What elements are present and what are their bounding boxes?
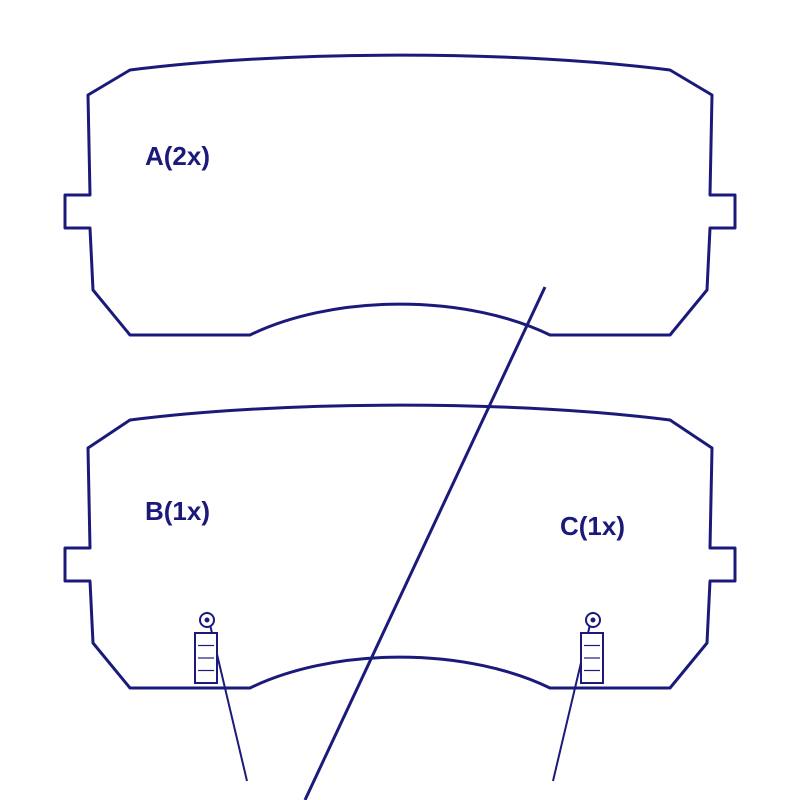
- brake-pad-top: [65, 55, 735, 335]
- label-c: C(1x): [560, 511, 625, 541]
- label-a: A(2x): [145, 141, 210, 171]
- divider-line: [305, 287, 545, 800]
- wear-clip-right: [553, 612, 603, 781]
- brake-pad-diagram: A(2x) B(1x) C(1x): [0, 0, 800, 800]
- wear-clip-left: [195, 612, 247, 781]
- label-b: B(1x): [145, 496, 210, 526]
- brake-pad-bottom: [65, 405, 735, 688]
